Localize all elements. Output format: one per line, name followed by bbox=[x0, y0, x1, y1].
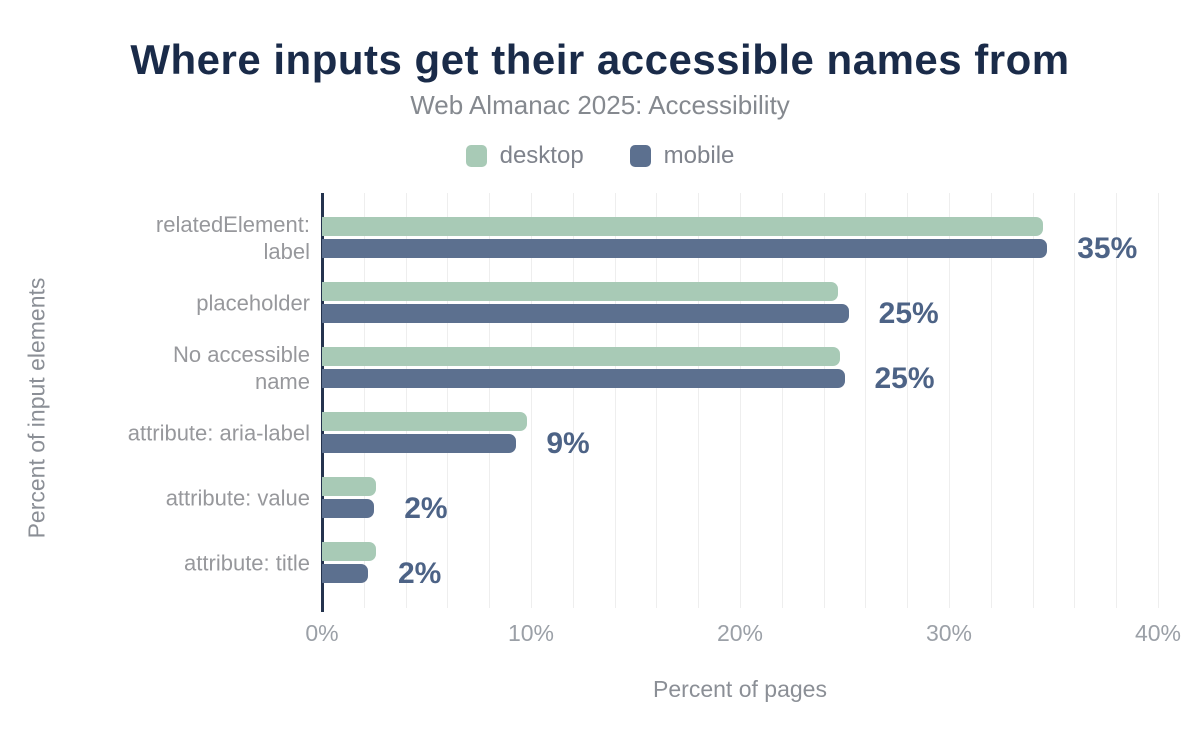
bar-mobile[interactable] bbox=[322, 434, 517, 453]
legend-swatch-mobile bbox=[629, 145, 651, 167]
category-label: attribute: aria-label bbox=[127, 420, 310, 445]
category-label: No accessible name bbox=[173, 341, 310, 394]
bar-desktop[interactable] bbox=[322, 347, 841, 366]
bar-desktop[interactable] bbox=[322, 282, 839, 301]
y-axis-line bbox=[321, 193, 324, 612]
value-label: 25% bbox=[878, 296, 939, 330]
bar-mobile[interactable] bbox=[322, 499, 375, 518]
gridline bbox=[531, 193, 532, 608]
bar-desktop[interactable] bbox=[322, 477, 377, 496]
category-label: relatedElement: label bbox=[155, 211, 310, 264]
legend-label: desktop bbox=[499, 142, 584, 169]
legend-swatch-desktop bbox=[465, 145, 487, 167]
gridline bbox=[447, 193, 449, 608]
gridline bbox=[656, 193, 658, 608]
y-axis-title: Percent of input elements bbox=[23, 277, 50, 539]
legend-item-desktop: desktop bbox=[465, 142, 584, 170]
gridline bbox=[363, 193, 365, 608]
bar-mobile[interactable] bbox=[322, 369, 845, 388]
gridline bbox=[1032, 193, 1034, 608]
bar-desktop[interactable] bbox=[322, 542, 377, 561]
category-label: placeholder bbox=[196, 290, 310, 315]
gridline bbox=[572, 193, 574, 608]
bar-mobile[interactable] bbox=[322, 304, 849, 323]
value-label: 2% bbox=[397, 556, 442, 590]
bar-desktop[interactable] bbox=[322, 217, 1044, 236]
category-label: attribute: title bbox=[184, 550, 310, 575]
x-tick-label: 30% bbox=[925, 620, 973, 646]
gridline bbox=[698, 193, 700, 608]
plot-area: Percent of pages relatedElement: label 35%… bbox=[128, 193, 1181, 702]
gridline bbox=[865, 193, 867, 608]
gridline bbox=[907, 193, 909, 608]
value-label: 2% bbox=[404, 491, 448, 525]
gridline bbox=[823, 193, 825, 608]
gridline bbox=[489, 193, 491, 608]
gridline bbox=[1074, 193, 1076, 608]
value-label: 9% bbox=[546, 426, 590, 460]
gridline bbox=[781, 193, 783, 608]
gridline bbox=[740, 193, 741, 608]
gridline bbox=[405, 193, 407, 608]
x-axis-title: Percent of pages bbox=[653, 676, 827, 702]
gridline bbox=[990, 193, 992, 608]
gridline bbox=[1116, 193, 1118, 608]
value-label: 25% bbox=[874, 361, 935, 395]
x-tick-label: 20% bbox=[716, 620, 764, 646]
chart-title: Where inputs get their accessible names … bbox=[130, 36, 1070, 83]
bar-desktop[interactable] bbox=[322, 412, 527, 431]
chart-subtitle: Web Almanac 2025: Accessibility bbox=[410, 90, 790, 120]
x-tick-label: 10% bbox=[507, 620, 555, 646]
value-label: 35% bbox=[1077, 231, 1138, 265]
legend: desktop mobile bbox=[0, 142, 1200, 170]
bar-mobile[interactable] bbox=[322, 239, 1048, 258]
category-label: attribute: value bbox=[165, 485, 310, 510]
legend-label: mobile bbox=[663, 142, 735, 169]
x-tick-label: 0% bbox=[305, 620, 339, 646]
gridline bbox=[614, 193, 616, 608]
legend-item-mobile: mobile bbox=[629, 142, 735, 170]
gridline bbox=[1158, 193, 1159, 608]
bar-mobile[interactable] bbox=[322, 564, 368, 583]
gridline bbox=[949, 193, 950, 608]
x-tick-label: 40% bbox=[1134, 620, 1182, 646]
